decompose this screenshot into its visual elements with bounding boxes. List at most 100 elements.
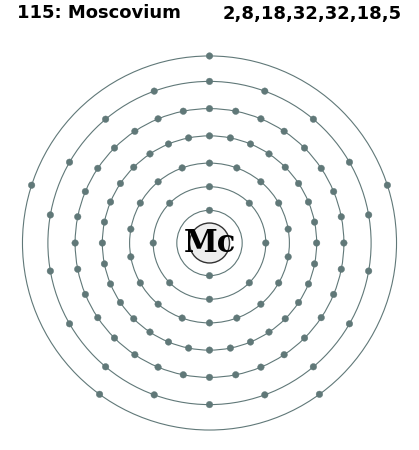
Circle shape (111, 145, 118, 151)
Circle shape (295, 180, 302, 187)
Circle shape (179, 315, 186, 321)
Circle shape (346, 320, 353, 327)
Circle shape (206, 272, 213, 279)
Circle shape (346, 159, 353, 166)
Circle shape (101, 219, 108, 225)
Circle shape (261, 392, 268, 398)
Circle shape (147, 151, 153, 157)
Circle shape (206, 374, 213, 381)
Circle shape (282, 315, 289, 322)
Circle shape (206, 53, 213, 59)
Circle shape (285, 254, 292, 260)
Circle shape (247, 141, 254, 147)
Circle shape (117, 180, 124, 187)
Circle shape (107, 281, 114, 287)
Circle shape (313, 240, 320, 246)
Circle shape (72, 240, 78, 246)
Circle shape (132, 128, 138, 135)
Circle shape (261, 88, 268, 94)
Circle shape (185, 345, 192, 351)
Circle shape (227, 345, 234, 351)
Circle shape (275, 200, 282, 206)
Circle shape (258, 116, 264, 122)
Circle shape (206, 78, 213, 85)
Circle shape (82, 291, 89, 298)
Circle shape (137, 200, 144, 206)
Circle shape (130, 164, 137, 171)
Circle shape (206, 320, 213, 326)
Circle shape (206, 347, 213, 353)
Circle shape (206, 296, 213, 302)
Circle shape (166, 200, 173, 207)
Circle shape (47, 212, 54, 218)
Circle shape (206, 133, 213, 139)
Circle shape (132, 351, 138, 358)
Circle shape (282, 164, 289, 171)
Circle shape (258, 301, 264, 307)
Circle shape (263, 240, 269, 246)
Circle shape (206, 401, 213, 408)
Circle shape (151, 392, 158, 398)
Circle shape (301, 335, 308, 341)
Circle shape (206, 207, 213, 214)
Circle shape (233, 315, 240, 321)
Circle shape (246, 200, 253, 207)
Circle shape (206, 105, 213, 112)
Circle shape (311, 219, 318, 225)
Circle shape (365, 212, 372, 218)
Circle shape (281, 128, 287, 135)
Circle shape (28, 182, 35, 189)
Circle shape (316, 391, 323, 398)
Circle shape (75, 213, 81, 220)
Text: 115: Moscovium: 115: Moscovium (17, 4, 181, 22)
Circle shape (179, 165, 186, 171)
Circle shape (180, 372, 186, 378)
Circle shape (95, 165, 101, 171)
Circle shape (99, 240, 106, 246)
Circle shape (127, 226, 134, 232)
Circle shape (330, 291, 337, 298)
Circle shape (96, 391, 103, 398)
Circle shape (189, 223, 230, 263)
Circle shape (47, 268, 54, 274)
Circle shape (295, 299, 302, 306)
Circle shape (310, 116, 317, 122)
Circle shape (117, 299, 124, 306)
Circle shape (338, 213, 344, 220)
Circle shape (137, 280, 144, 286)
Circle shape (66, 159, 73, 166)
Circle shape (165, 141, 172, 147)
Circle shape (285, 226, 292, 232)
Circle shape (111, 335, 118, 341)
Circle shape (266, 151, 272, 157)
Circle shape (266, 329, 272, 335)
Circle shape (305, 281, 312, 287)
Circle shape (101, 261, 108, 267)
Circle shape (338, 266, 344, 273)
Circle shape (206, 160, 213, 166)
Circle shape (107, 199, 114, 205)
Circle shape (82, 188, 89, 195)
Circle shape (365, 268, 372, 274)
Circle shape (330, 188, 337, 195)
Circle shape (233, 165, 240, 171)
Circle shape (227, 135, 234, 141)
Circle shape (233, 108, 239, 114)
Circle shape (155, 301, 161, 307)
Circle shape (150, 240, 156, 246)
Circle shape (102, 116, 109, 122)
Circle shape (281, 351, 287, 358)
Circle shape (155, 364, 161, 370)
Circle shape (66, 320, 73, 327)
Circle shape (185, 135, 192, 141)
Circle shape (258, 179, 264, 185)
Circle shape (341, 240, 347, 246)
Circle shape (318, 315, 324, 321)
Text: Mc: Mc (184, 228, 236, 258)
Circle shape (102, 364, 109, 370)
Circle shape (206, 184, 213, 190)
Circle shape (130, 315, 137, 322)
Circle shape (155, 179, 161, 185)
Circle shape (275, 280, 282, 286)
Circle shape (384, 182, 391, 189)
